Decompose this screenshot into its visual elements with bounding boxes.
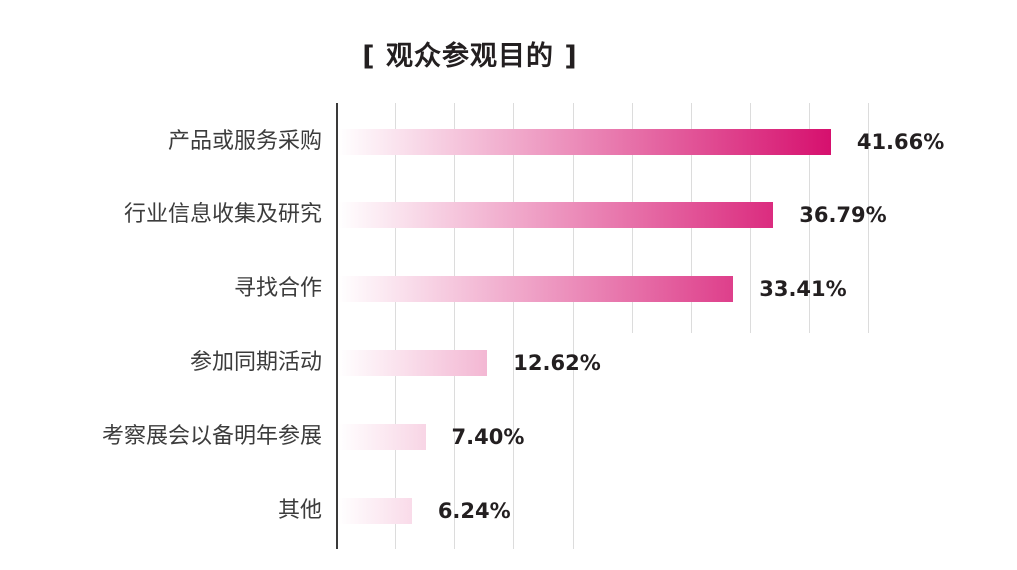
value-label: 6.24% — [437, 499, 511, 523]
value-label: 7.40% — [451, 425, 525, 449]
category-label: 寻找合作 — [233, 276, 322, 301]
y-axis-line — [336, 103, 338, 549]
bar — [338, 350, 488, 376]
category-label: 产品或服务采购 — [167, 129, 322, 154]
chart-title: [ 观众参观目的 ] — [362, 41, 578, 72]
bar — [338, 424, 426, 450]
gridline — [809, 103, 810, 333]
gridline — [454, 103, 455, 549]
value-label: 41.66% — [856, 130, 945, 154]
value-label: 12.62% — [513, 351, 601, 375]
gridline — [395, 103, 396, 549]
category-label: 考察展会以备明年参展 — [101, 424, 322, 449]
gridline — [573, 103, 574, 549]
category-label: 其他 — [277, 498, 322, 523]
category-label: 行业信息收集及研究 — [123, 202, 322, 227]
gridline — [868, 103, 869, 333]
gridline — [513, 103, 514, 549]
bar — [338, 129, 831, 155]
bar — [338, 276, 734, 302]
category-label: 参加同期活动 — [189, 350, 322, 375]
value-label: 36.79% — [799, 203, 887, 227]
value-label: 33.41% — [759, 277, 847, 301]
bar — [338, 498, 412, 524]
bar — [338, 202, 774, 228]
